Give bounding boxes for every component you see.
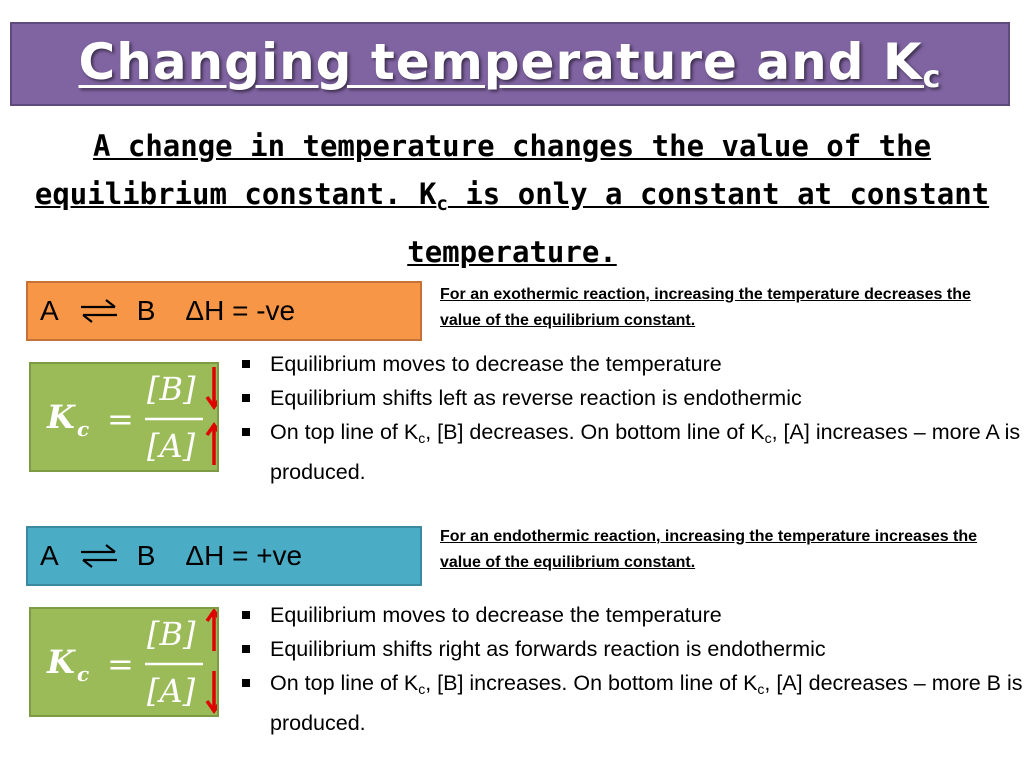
kc-denominator: [A]	[147, 427, 196, 465]
endothermic-note: For an endothermic reaction, increasing …	[440, 528, 978, 571]
endothermic-reaction-box: A B ΔH = +ve	[26, 526, 422, 586]
list-item: Equilibrium shifts left as reverse react…	[238, 381, 1024, 415]
exothermic-reaction-box: A B ΔH = -ve	[26, 281, 422, 341]
kc-expression-box-exothermic: K c = [B] [A]	[29, 362, 219, 472]
up-arrow-icon	[205, 609, 217, 651]
equals-sign: =	[107, 400, 134, 438]
reactant-label: A	[40, 295, 59, 326]
kc-symbol: K	[46, 398, 76, 436]
list-item: On top line of Kc, [B] increases. On bot…	[238, 666, 1024, 740]
equilibrium-arrows-icon	[80, 544, 117, 568]
list-item: Equilibrium shifts right as forwards rea…	[238, 632, 1024, 666]
exothermic-note: For an exothermic reaction, increasing t…	[440, 286, 971, 329]
reactant-label: A	[40, 540, 59, 571]
intro-statement: A change in temperature changes the valu…	[34, 129, 990, 269]
down-arrow-icon	[205, 671, 217, 715]
kc-symbol: K	[46, 643, 76, 681]
kc-subscript: c	[77, 662, 89, 686]
kc-numerator: [B]	[147, 370, 196, 408]
list-item: Equilibrium moves to decrease the temper…	[238, 598, 1024, 632]
product-label: B	[136, 540, 156, 571]
kc-numerator: [B]	[147, 615, 196, 653]
kc-subscript: c	[77, 417, 89, 441]
enthalpy-label: ΔH = +ve	[185, 540, 303, 571]
page-title: Changing temperature and Kc	[78, 33, 942, 95]
enthalpy-label: ΔH = -ve	[185, 295, 296, 326]
equilibrium-arrows-icon	[80, 299, 117, 323]
kc-denominator: [A]	[147, 672, 196, 710]
down-arrow-icon	[205, 367, 217, 411]
equals-sign: =	[107, 645, 134, 683]
list-item: Equilibrium moves to decrease the temper…	[238, 347, 1024, 381]
up-arrow-icon	[205, 421, 217, 465]
endothermic-bullet-list: Equilibrium moves to decrease the temper…	[238, 598, 1024, 740]
kc-expression-box-endothermic: K c = [B] [A]	[29, 607, 219, 717]
title-bar: Changing temperature and Kc	[10, 22, 1010, 106]
list-item: On top line of Kc, [B] decreases. On bot…	[238, 415, 1024, 489]
exothermic-bullet-list: Equilibrium moves to decrease the temper…	[238, 347, 1024, 489]
product-label: B	[136, 295, 156, 326]
